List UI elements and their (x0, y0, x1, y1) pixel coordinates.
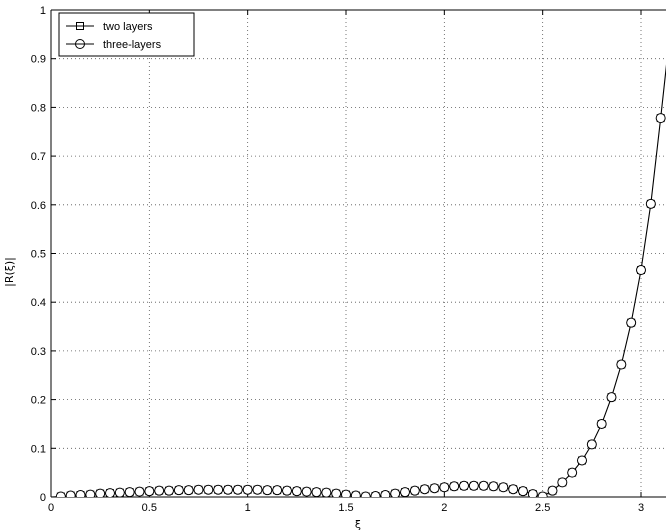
y-tick-label: 0.1 (31, 443, 46, 455)
grid (51, 10, 666, 497)
marker-three-layers (370, 491, 381, 497)
marker-three-layers (331, 488, 342, 497)
marker-three-layers (144, 486, 155, 497)
marker-three-layers (193, 484, 204, 495)
legend-box (58, 12, 195, 57)
ticks: 0 0.5 1 1.5 2 2.5 3 0 0.1 0.2 0.3 0.4 0.5 0.6 0.7 0.8 0.… (31, 5, 644, 514)
marker-three-layers (616, 359, 627, 370)
y-tick-label: 1 (40, 5, 46, 17)
y-axis-label: |R(ξ)| (3, 257, 16, 287)
marker-three-layers (272, 485, 283, 496)
marker-three-layers (488, 481, 499, 492)
x-tick-label: 0.5 (142, 502, 157, 514)
marker-three-layers (65, 490, 76, 497)
plot-clipped (51, 64, 666, 497)
marker-three-layers (173, 485, 184, 496)
marker-three-layers (114, 487, 125, 497)
marker-three-layers (213, 484, 224, 495)
legend: two layers three-layers (58, 12, 195, 57)
marker-three-layers (508, 484, 519, 495)
x-tick-label: 1.5 (338, 502, 353, 514)
plot-area (51, 64, 666, 497)
x-tick-label: 1 (245, 502, 251, 514)
marker-three-layers (409, 485, 420, 496)
marker-three-layers (419, 484, 430, 495)
y-tick-label: 0.6 (31, 200, 46, 212)
x-tick-label: 2.5 (535, 502, 550, 514)
marker-three-layers (498, 482, 509, 493)
y-tick-label: 0.7 (31, 151, 46, 163)
marker-three-layers (291, 486, 302, 497)
marker-three-layers (282, 485, 292, 496)
marker-three-layers (321, 487, 332, 497)
legend-label-three-layers: three-layers (103, 39, 162, 51)
marker-three-layers (429, 483, 440, 494)
marker-three-layers (527, 489, 538, 497)
marker-three-layers (134, 486, 145, 497)
marker-three-layers (518, 486, 528, 497)
legend-label-two-layers: two layers (103, 21, 153, 33)
marker-three-layers (223, 484, 233, 495)
marker-three-layers (154, 485, 165, 496)
marker-three-layers (567, 467, 578, 478)
marker-three-layers (547, 485, 558, 496)
y-tick-label: 0.3 (31, 346, 46, 358)
y-tick-label: 0.2 (31, 395, 46, 407)
y-tick-label: 0.9 (31, 54, 46, 66)
marker-three-layers (478, 480, 489, 491)
x-tick-label: 2 (441, 502, 447, 514)
marker-three-layers (439, 482, 450, 493)
marker-three-layers (203, 484, 214, 495)
marker-three-layers (586, 439, 597, 450)
marker-three-layers (360, 491, 371, 497)
marker-three-layers (242, 484, 253, 495)
marker-three-layers (85, 489, 96, 497)
x-tick-label: 0 (48, 502, 54, 514)
legend-marker-square (76, 22, 84, 30)
marker-three-layers (124, 487, 135, 497)
marker-three-layers (459, 480, 469, 491)
marker-three-layers (105, 488, 115, 497)
marker-three-layers (626, 317, 637, 328)
marker-three-layers (232, 484, 243, 495)
marker-three-layers (577, 455, 587, 466)
marker-three-layers (390, 488, 401, 497)
marker-three-layers (655, 113, 666, 124)
marker-three-layers (350, 490, 361, 497)
marker-three-layers (164, 485, 174, 496)
marker-three-layers (537, 491, 548, 497)
marker-three-layers (262, 485, 273, 496)
x-tick-label: 3 (638, 502, 644, 514)
y-tick-label: 0.4 (31, 297, 46, 309)
marker-three-layers (311, 487, 322, 497)
marker-three-layers (341, 489, 351, 497)
marker-three-layers (75, 490, 86, 497)
marker-three-layers (55, 491, 66, 497)
y-tick-label: 0.5 (31, 249, 46, 261)
marker-three-layers (449, 481, 460, 492)
marker-three-layers (380, 490, 391, 497)
marker-three-layers (557, 477, 568, 488)
marker-three-layers (636, 265, 646, 276)
legend-marker-circle (75, 39, 85, 49)
marker-three-layers (301, 486, 312, 497)
y-tick-label: 0.8 (31, 102, 46, 114)
marker-three-layers (596, 418, 607, 429)
marker-three-layers (645, 198, 656, 209)
marker-three-layers (95, 488, 106, 497)
marker-three-layers (252, 484, 263, 495)
marker-three-layers (400, 487, 410, 497)
marker-three-layers (468, 480, 479, 491)
marker-three-layers (183, 485, 194, 496)
x-axis-label: ξ (355, 518, 361, 531)
marker-three-layers (606, 392, 617, 403)
y-tick-label: 0 (40, 492, 46, 504)
